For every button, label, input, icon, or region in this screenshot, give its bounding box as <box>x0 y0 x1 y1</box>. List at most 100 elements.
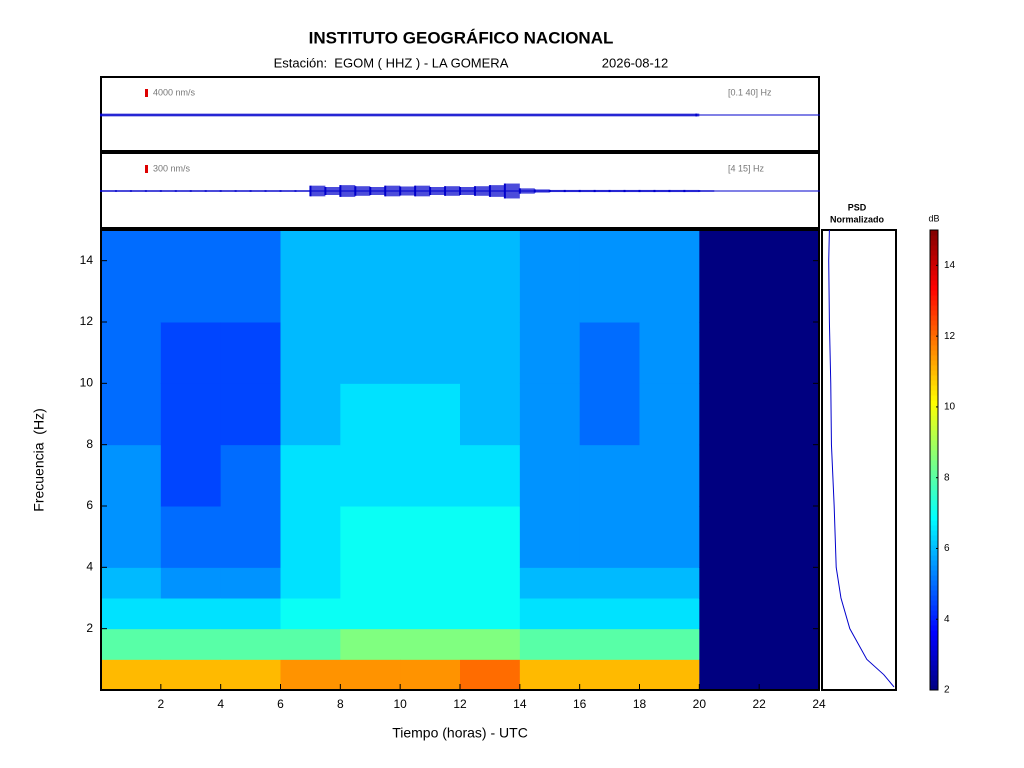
spectrogram-cell <box>759 659 820 691</box>
colorbar-step <box>930 450 938 456</box>
spectrogram-cell <box>160 506 222 568</box>
colorbar-step <box>930 480 938 486</box>
spectrogram-cell <box>101 230 162 323</box>
colorbar-step <box>930 565 938 571</box>
trace-envelope <box>579 189 595 193</box>
trace-envelope <box>355 186 371 196</box>
spectrogram-cell <box>579 628 640 660</box>
colorbar-step <box>930 505 938 511</box>
chart-title: INSTITUTO GEOGRÁFICO NACIONAL <box>309 28 614 47</box>
spectrogram-cell <box>340 598 401 630</box>
spectrogram-cell <box>519 659 581 691</box>
spectrogram-cell <box>400 506 461 568</box>
colorbar-step <box>930 555 938 561</box>
trace-envelope <box>445 186 460 196</box>
y-tick-label: 4 <box>86 560 93 574</box>
spectrogram-cell <box>519 444 581 507</box>
colorbar-step <box>930 320 938 326</box>
spectrogram-cell <box>579 444 640 507</box>
trace-envelope <box>789 190 805 192</box>
colorbar-step <box>930 645 938 651</box>
colorbar-step <box>930 500 938 506</box>
colorbar-step <box>930 630 938 636</box>
y-tick-label: 2 <box>86 621 93 635</box>
spectrogram-cell <box>639 322 700 384</box>
colorbar-step <box>930 230 938 236</box>
colorbar-step <box>930 245 938 251</box>
trace-envelope <box>519 188 535 194</box>
scale-label: 4000 nm/s <box>153 87 196 97</box>
spectrogram-cell <box>579 598 640 630</box>
spectrogram-cell <box>220 628 281 660</box>
scale-bar <box>145 165 148 173</box>
spectrogram-cell <box>101 444 162 507</box>
trace-envelope <box>235 190 251 192</box>
colorbar-step <box>930 415 938 421</box>
psd-title: PSD <box>848 202 867 212</box>
trace-envelope <box>145 190 161 192</box>
trace-envelope <box>340 185 356 197</box>
spectrogram-cell <box>340 230 401 323</box>
spectrogram-cell <box>160 628 222 660</box>
y-tick-label: 8 <box>86 437 93 451</box>
spectrogram-cell <box>400 322 461 384</box>
trace-envelope <box>175 190 191 192</box>
scale-bar <box>145 89 148 97</box>
colorbar-step <box>930 635 938 641</box>
psd-line <box>828 229 895 688</box>
colorbar-step <box>930 460 938 466</box>
spectrogram-cell <box>280 567 341 599</box>
colorbar-step <box>930 335 938 341</box>
colorbar-step <box>930 495 938 501</box>
colorbar-step <box>930 380 938 386</box>
colorbar-step <box>930 595 938 601</box>
colorbar-label: dB <box>928 213 939 223</box>
trace-envelope <box>729 190 745 192</box>
colorbar-step <box>930 235 938 241</box>
spectrogram-cell <box>280 506 341 568</box>
colorbar-step <box>930 315 938 321</box>
spectrogram-cell <box>280 598 341 630</box>
spectrogram-cell <box>460 322 521 384</box>
spectrogram-cell <box>759 230 820 323</box>
spectrogram-cell <box>160 598 222 630</box>
colorbar-step <box>930 530 938 536</box>
x-tick-label: 12 <box>453 697 467 711</box>
colorbar-step <box>930 445 938 451</box>
spectrogram-cell <box>460 230 521 323</box>
trace-envelope <box>385 185 401 197</box>
trace-envelope <box>534 189 550 193</box>
colorbar-step <box>930 310 938 316</box>
colorbar-step <box>930 605 938 611</box>
y-tick-label: 10 <box>80 376 94 390</box>
trace-envelope <box>474 186 490 196</box>
trace-envelope <box>774 190 790 192</box>
spectrogram-cell <box>579 567 640 599</box>
spectrogram-cell <box>340 444 401 507</box>
x-tick-label: 16 <box>573 697 587 711</box>
x-tick-label: 24 <box>812 697 826 711</box>
colorbar-step <box>930 625 938 631</box>
date: 2026-08-12 <box>602 55 669 70</box>
colorbar-step <box>930 515 938 521</box>
trace-envelope <box>504 183 520 199</box>
spectrogram-cell <box>639 598 700 630</box>
colorbar-step <box>930 405 938 411</box>
colorbar-step <box>930 330 938 336</box>
spectrogram-cell <box>519 628 581 660</box>
spectrogram-cell <box>340 567 401 599</box>
spectrogram-cell <box>460 567 521 599</box>
trace-envelope <box>609 189 625 193</box>
colorbar-step <box>930 300 938 306</box>
colorbar-step <box>930 590 938 596</box>
spectrogram-cell <box>400 598 461 630</box>
spectrogram-cell <box>699 383 760 446</box>
trace-envelope <box>549 189 565 193</box>
x-tick-label: 8 <box>337 697 344 711</box>
spectrogram-cell <box>160 567 222 599</box>
colorbar-step <box>930 435 938 441</box>
colorbar-step <box>930 545 938 551</box>
colorbar-step <box>930 370 938 376</box>
colorbar-step <box>930 610 938 616</box>
trace-envelope <box>699 114 819 116</box>
